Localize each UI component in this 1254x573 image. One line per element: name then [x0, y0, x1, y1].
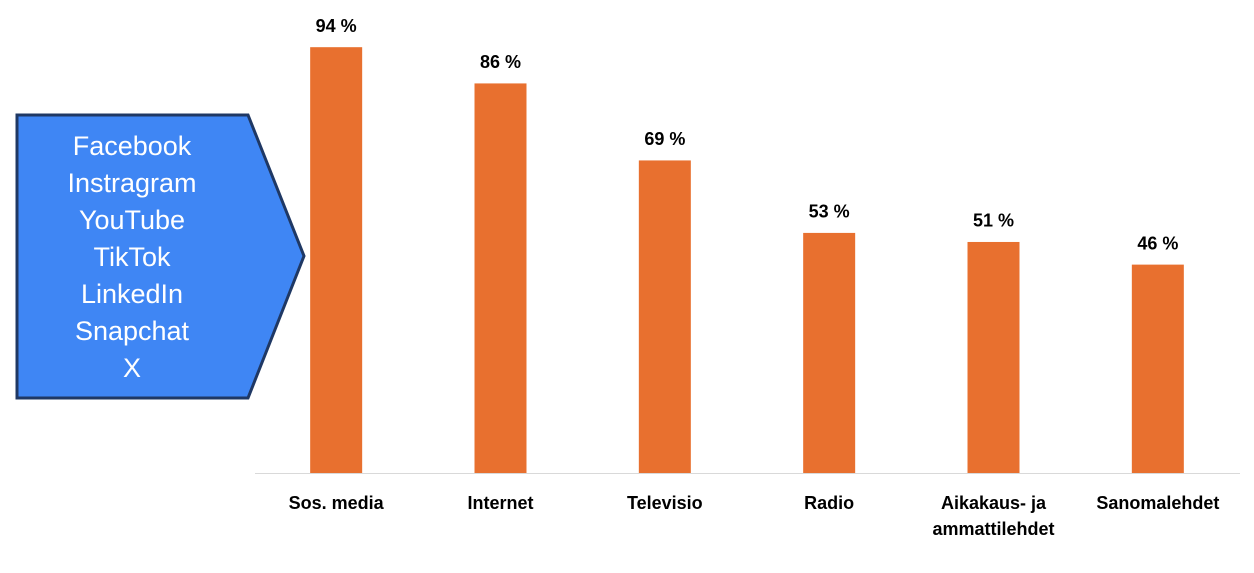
x-tick-label: Aikakaus- ja ammattilehdet: [932, 493, 1055, 539]
callout-shape: [15, 113, 306, 400]
callout-item: Snapchat: [75, 316, 190, 346]
callout-item: TikTok: [93, 242, 171, 272]
bar: [310, 47, 363, 474]
value-label: 86 %: [480, 52, 521, 72]
bar: [638, 160, 691, 473]
x-tick-label: Sanomalehdet: [1096, 493, 1220, 513]
value-label: 51 %: [973, 211, 1014, 231]
callout-item: LinkedIn: [81, 279, 183, 309]
x-tick-label: Internet: [467, 493, 534, 513]
value-label: 53 %: [809, 202, 850, 222]
value-label: 46 %: [1137, 233, 1178, 253]
bar: [803, 232, 856, 473]
x-tick-label: Sos. media: [288, 493, 384, 513]
callout-item: YouTube: [79, 205, 185, 235]
value-label: 69 %: [644, 129, 685, 149]
callout-item: Facebook: [73, 131, 192, 161]
x-tick-label: Televisio: [626, 493, 703, 513]
callout-item: Instragram: [67, 168, 196, 198]
callout-item: X: [123, 353, 141, 383]
bar: [967, 241, 1020, 473]
bar: [1131, 264, 1184, 473]
bar: [474, 83, 527, 474]
value-label: 94 %: [316, 16, 357, 36]
x-tick-label: Radio: [804, 493, 855, 513]
